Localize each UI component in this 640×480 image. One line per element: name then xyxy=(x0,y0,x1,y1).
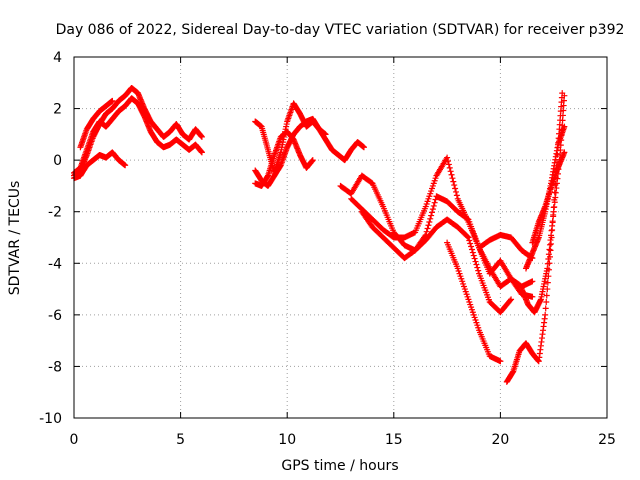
plot-frame xyxy=(73,56,608,419)
data-point xyxy=(529,278,536,285)
data-point xyxy=(561,92,568,99)
data-point xyxy=(474,264,481,271)
data-point xyxy=(360,144,367,151)
x-tick-label: 20 xyxy=(491,432,509,448)
data-point xyxy=(468,243,475,250)
data-point xyxy=(561,123,568,130)
data-point xyxy=(449,175,456,182)
data-series xyxy=(444,239,504,365)
x-tick-label: 15 xyxy=(385,432,403,448)
data-point xyxy=(309,157,316,164)
data-series xyxy=(77,97,116,151)
data-series xyxy=(522,123,568,272)
data-point xyxy=(507,297,514,304)
data-series xyxy=(337,172,536,290)
data-points xyxy=(71,84,568,385)
y-tick-label: -2 xyxy=(48,205,62,221)
y-tick-label: 0 xyxy=(53,153,62,169)
y-tick-label: -10 xyxy=(39,411,62,427)
data-point xyxy=(431,199,438,206)
data-point xyxy=(466,237,473,244)
data-point xyxy=(452,185,459,192)
data-point xyxy=(470,252,477,259)
data-point xyxy=(542,311,549,318)
data-point xyxy=(446,164,453,171)
y-tick-label: 4 xyxy=(53,50,62,66)
data-point xyxy=(447,168,454,175)
data-point xyxy=(508,296,515,303)
data-point xyxy=(543,292,550,299)
data-point xyxy=(467,240,474,247)
y-tick-label: 2 xyxy=(53,102,62,118)
data-point xyxy=(122,162,129,169)
data-point xyxy=(452,188,459,195)
data-point xyxy=(198,133,205,140)
data-point xyxy=(429,206,436,213)
data-point xyxy=(428,209,435,216)
data-point xyxy=(427,215,434,222)
data-point xyxy=(448,171,455,178)
data-point xyxy=(322,131,329,138)
data-point xyxy=(464,233,471,240)
data-point xyxy=(425,222,432,229)
data-point xyxy=(451,182,458,189)
axis-ticks: 0 5 10 15 20 25 -10 -8 -6 -4 -2 0 2 4 xyxy=(39,50,616,448)
data-point xyxy=(542,305,549,312)
chart-title: Day 086 of 2022, Sidereal Day-to-day VTE… xyxy=(56,22,625,38)
data-point xyxy=(444,154,451,161)
data-point xyxy=(198,149,205,156)
data-point xyxy=(426,219,433,226)
data-point xyxy=(497,358,504,365)
data-point xyxy=(445,161,452,168)
data-point xyxy=(475,267,482,274)
data-point xyxy=(544,279,551,286)
data-point xyxy=(468,246,475,253)
data-point xyxy=(465,234,472,241)
data-point xyxy=(469,249,476,256)
data-series xyxy=(71,149,129,182)
data-point xyxy=(430,202,437,209)
y-tick-label: -4 xyxy=(48,256,62,272)
data-point xyxy=(471,255,478,262)
x-tick-label: 5 xyxy=(176,432,185,448)
data-series xyxy=(252,128,316,189)
data-series xyxy=(71,95,205,177)
data-point xyxy=(444,158,451,165)
y-tick-label: -8 xyxy=(48,359,62,375)
data-point xyxy=(547,247,554,254)
data-point xyxy=(423,228,430,235)
data-point xyxy=(450,178,457,185)
data-point xyxy=(453,192,460,199)
x-tick-label: 0 xyxy=(70,432,79,448)
data-point xyxy=(473,261,480,268)
x-axis-label: GPS time / hours xyxy=(281,458,398,474)
data-point xyxy=(529,293,536,300)
data-point xyxy=(428,212,435,219)
data-point xyxy=(472,258,479,265)
data-series xyxy=(358,208,515,316)
x-tick-label: 25 xyxy=(598,432,616,448)
data-point xyxy=(424,225,431,232)
data-point xyxy=(561,149,568,156)
y-tick-label: -6 xyxy=(48,308,62,324)
x-tick-label: 10 xyxy=(278,432,296,448)
data-series xyxy=(252,115,329,189)
data-point xyxy=(543,298,550,305)
grid xyxy=(74,57,607,418)
data-point xyxy=(109,97,116,104)
data-series xyxy=(529,149,568,246)
data-series xyxy=(348,154,536,300)
y-axis-label: SDTVAR / TECUs xyxy=(7,181,23,296)
